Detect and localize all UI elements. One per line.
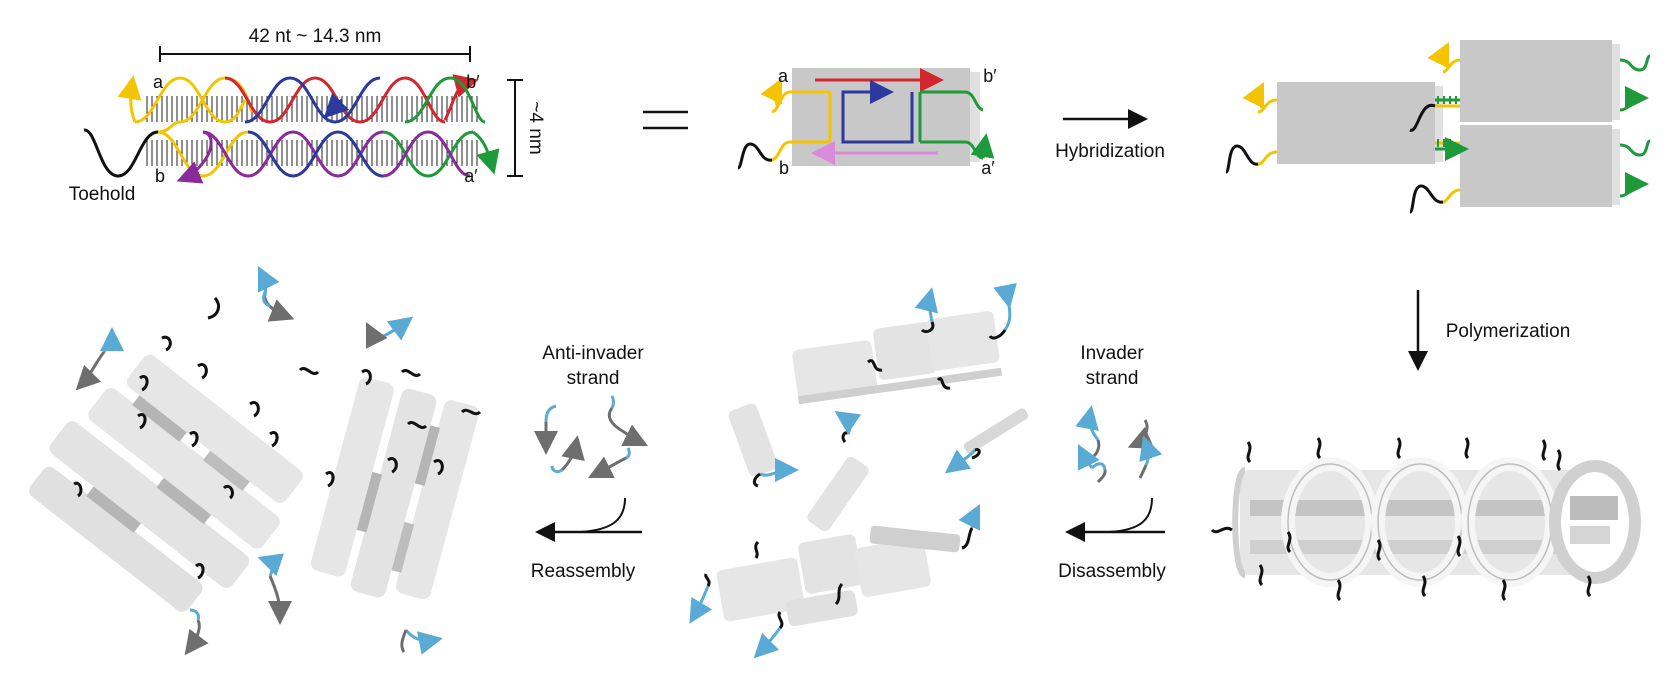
polymerization-label: Polymerization [1446,321,1571,342]
disassembly-label: Disassembly [1058,561,1166,582]
reassembly-label: Reassembly [531,561,636,582]
anti-invader-label-line1: Anti-invader [542,343,644,364]
polymerization-step: Polymerization [1408,290,1571,371]
reassembled-panel [29,265,482,656]
base-pairs-bottom [145,140,480,166]
hybridized-panel [1224,40,1651,214]
helix-end-a: a [153,72,164,92]
purple-strand-end [176,130,213,184]
disassembly-step: Invader strand Disassembly [1058,343,1166,582]
length-dimension: 42 nt ~ 14.3 nm [159,26,471,62]
helix-end-b-prime: b′ [466,72,480,92]
tile-block [792,68,970,166]
toehold-strand [83,128,159,178]
block-end-b-prime: b′ [983,66,997,86]
yellow-strand-top [134,76,247,124]
length-label: 42 nt ~ 14.3 nm [249,26,382,47]
blue-strand-top [244,76,381,124]
purple-strand [202,130,384,178]
hybridization-step: Hybridization [1055,109,1165,162]
blue-strand-bottom [247,130,384,178]
green-strand-bottom [382,130,474,178]
block-panel: a b b′ a′ [736,66,997,178]
block-end-a: a [778,66,789,86]
block-toehold [736,142,773,170]
hybridization-label: Hybridization [1055,141,1165,162]
helix-panel: 42 nt ~ 14.3 nm ~4 nm a b [69,26,546,205]
reassembly-step: Anti-invader strand Reassembly [531,343,649,582]
toehold-label: Toehold [69,184,136,205]
nanotube-panel [1210,437,1641,602]
blue-loop [841,80,914,144]
width-dimension: ~4 nm [507,79,546,177]
anti-invader-label-line2: strand [567,368,620,389]
equals-sign [643,110,688,130]
green-strand-top [404,76,486,124]
invader-label-line2: strand [1086,368,1139,389]
block-end-a-prime: a′ [981,158,995,178]
invader-label-line1: Invader [1080,343,1144,364]
width-label: ~4 nm [525,101,546,154]
helix-end-b: b [155,166,165,186]
disassembled-panel [689,282,1029,659]
helix-end-a-prime: a′ [464,166,478,186]
block-end-b: b [779,158,789,178]
